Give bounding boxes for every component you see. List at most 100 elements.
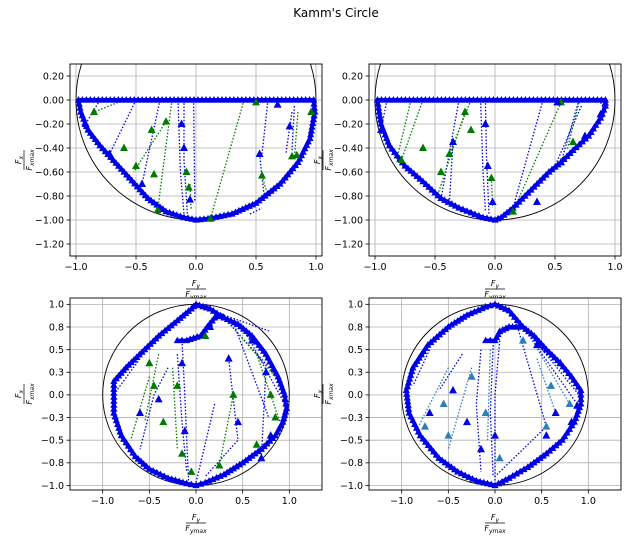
subplot-2-xtick-label-2: −0.5 <box>423 262 446 273</box>
subplot-3-outline-marker <box>282 399 290 407</box>
subplot-1-trace-blue-5 <box>141 99 161 185</box>
subplot-3-trace-green-13 <box>172 367 178 450</box>
subplot-1-xtick-label-5: 1.0 <box>308 262 323 273</box>
subplot-1-outline-marker <box>307 130 315 138</box>
subplot-4-outline-marker <box>403 382 412 390</box>
subplot-4-marker-blue-18 <box>533 340 541 349</box>
subplot-2-xlabel-numerator: Fy <box>491 279 500 290</box>
subplot-3-ytick-label-8: 0.8 <box>49 322 64 333</box>
subplot-1-xlabel-numerator: Fy <box>192 279 201 290</box>
subplot-1-marker-blue-1 <box>81 119 90 127</box>
subplot-4-xtick-label-1: −1.0 <box>390 496 413 507</box>
subplot-4-outline-marker <box>413 424 421 431</box>
subplot-3-xtick-label-5: 1.0 <box>282 496 297 507</box>
subplot-2-xtick-label-5: 1.0 <box>607 262 622 273</box>
subplot-2-outline-marker <box>524 189 532 196</box>
subplot-3-marker-green-12 <box>229 390 238 398</box>
subplot-1-xtick-label-1: −1.0 <box>64 262 87 273</box>
subplot-2-outline-marker <box>539 174 547 181</box>
subplot-1-trace-green-17 <box>293 111 299 158</box>
subplot-1-trace-green-6 <box>156 99 173 211</box>
subplot-2-outline-marker <box>391 148 399 155</box>
subplot-2-outline-marker <box>393 151 401 159</box>
subplot-1-marker-green-23 <box>307 107 316 115</box>
subplot-3-outline-marker <box>110 401 118 408</box>
subplot-2-marker-blue-10 <box>483 161 492 169</box>
subplot-4: −1.0 −0.5 0.0 0.5 1.0 −1.0 −0.8 −0.5 −0.3 0.0 0.3 0… <box>313 297 622 535</box>
subplot-3-marker-blue-22 <box>206 322 214 330</box>
subplot-3-marker-blue-7 <box>178 358 186 367</box>
subplot-1-outline-marker <box>78 111 86 119</box>
subplot-1-outline-marker <box>307 126 315 134</box>
subplot-4-outline-marker <box>404 397 412 405</box>
subplot-2-outline-marker <box>527 186 535 193</box>
subplot-2-ytick-label-1: −1.20 <box>334 239 363 250</box>
subplot-4-outline-marker <box>577 390 585 398</box>
subplot-2-outline-marker <box>375 108 383 115</box>
subplot-2-outline-marker <box>376 116 384 123</box>
subplot-2-trace-blue-13 <box>560 99 580 163</box>
subplot-4-marker-blue-2 <box>425 408 434 417</box>
subplot-1-ytick-label-2: −1.00 <box>35 215 64 226</box>
subplot-1-trace-green-4 <box>133 121 167 173</box>
subplot-3-marker-green-14 <box>215 461 224 469</box>
subplot-2-xtick-label-1: −1.0 <box>363 262 386 273</box>
subplot-2-outline-marker <box>381 130 389 138</box>
subplot-4-outline-marker <box>416 431 424 439</box>
subplot-4-marker-blue-20 <box>567 417 576 426</box>
subplot-4-inner-marker <box>482 336 490 344</box>
subplot-4-marker-teal-1 <box>439 399 448 407</box>
subplot-2-outline-marker <box>566 149 574 156</box>
subplot-2-marker-green-3 <box>419 143 427 151</box>
subplot-2-outline-marker <box>545 168 553 175</box>
subplot-3-marker-green-1 <box>145 358 154 367</box>
subplot-3-outline-marker <box>114 420 122 427</box>
subplot-4-marker-teal-10 <box>495 453 504 462</box>
subplot-3-marker-green-17 <box>266 390 275 398</box>
subplot-3-xlabel-numerator: Fy <box>192 513 201 524</box>
subplot-4-outline-marker <box>404 401 412 409</box>
subplot-2-ytick-label-8: 0.20 <box>342 71 363 82</box>
subplot-2-marker-green-8 <box>467 125 475 133</box>
subplot-4-ylabel-denominator-subscript: xmax <box>328 383 335 401</box>
subplot-3-marker-green-23 <box>201 331 210 340</box>
subplot-1-outline-marker <box>310 104 318 111</box>
subplot-1-marker-blue-11 <box>177 119 186 127</box>
subplot-2-outline-marker <box>374 100 382 107</box>
subplot-1-marker-blue-9 <box>138 179 146 187</box>
subplot-3-outline-marker <box>120 435 128 442</box>
subplot-2-ylabel-numerator: Fx <box>313 155 324 164</box>
subplot-1-marker-green-14 <box>184 183 193 191</box>
subplot-3-outline-marker <box>156 470 165 478</box>
subplot-1-trace-blue-16 <box>291 105 296 151</box>
subplot-3-inner-marker <box>173 336 181 344</box>
subplot-1-marker-green-16 <box>206 214 215 222</box>
subplot-1-outline-marker <box>308 123 316 130</box>
subplot-4-trace-blue-1 <box>522 326 578 405</box>
subplot-3-outline-marker <box>164 474 172 481</box>
subplot-3-outline-marker <box>115 424 123 431</box>
subplot-3-ytick-label-4: −0.3 <box>41 413 64 424</box>
subplot-3-marker-green-9 <box>178 449 186 457</box>
subplot-1-ytick-label-5: −0.40 <box>35 143 64 154</box>
subplot-3-outline-marker <box>131 452 139 460</box>
subplot-2-outline-marker <box>530 183 538 190</box>
subplot-3-marker-blue-11 <box>224 354 233 362</box>
subplot-1-marker-green-3 <box>120 143 128 151</box>
subplot-4-inner-marker <box>486 336 494 344</box>
subplot-2-marker-blue-18 <box>581 131 589 139</box>
subplot-4-outline-marker <box>469 475 477 482</box>
subplot-1-marker-green-8 <box>162 117 170 125</box>
subplot-3-outline-marker <box>160 472 168 480</box>
subplot-2-ytick-label-6: −0.20 <box>334 119 363 130</box>
subplot-4-ylabel-numerator-subscript: x <box>317 389 324 394</box>
subplot-3-outline-marker <box>190 302 198 310</box>
subplot-1-marker-green-17 <box>252 97 260 106</box>
subplot-2-trace-blue-9 <box>479 99 487 211</box>
subplot-1-marker-green-10 <box>153 205 162 214</box>
subplot-4-outline-marker <box>447 463 456 470</box>
subplot-1-ytick-label-6: −0.20 <box>35 119 64 130</box>
subplot-4-ytick-label-7: 0.5 <box>348 345 363 356</box>
subplot-4-marker-blue-13 <box>551 408 560 417</box>
